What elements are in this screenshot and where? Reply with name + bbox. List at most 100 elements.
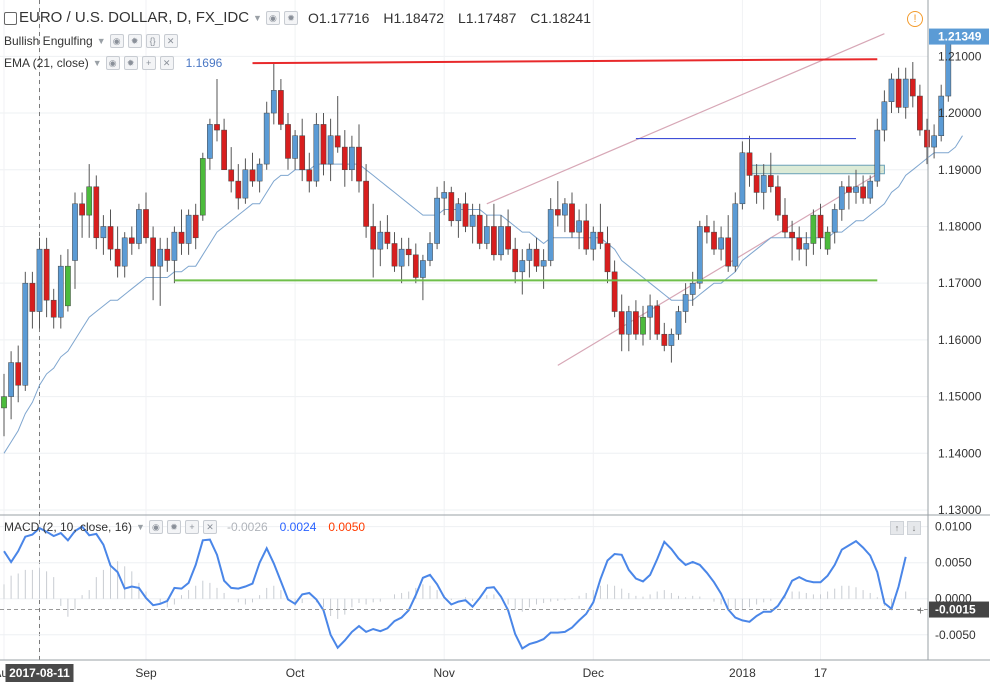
chevron-down-icon[interactable]: ▼	[136, 522, 145, 532]
bullish-engulfing-label[interactable]: Bullish Engulfing	[4, 34, 93, 48]
candle-body	[136, 209, 142, 244]
candle-body	[228, 169, 235, 182]
candle-body	[65, 265, 71, 307]
gear-icon[interactable]: ✹	[166, 520, 181, 534]
time-tick-label: Oct	[286, 666, 305, 680]
candle	[618, 294, 625, 352]
close-icon[interactable]: ✕	[202, 520, 217, 534]
main-pane-grid	[0, 0, 928, 660]
ema-label[interactable]: EMA (21, close)	[4, 56, 89, 70]
macd-current-label: -0.0015	[935, 603, 976, 617]
candle	[327, 118, 334, 182]
candle-body	[391, 243, 398, 267]
candle	[306, 152, 313, 193]
gear-icon[interactable]: ✹	[123, 56, 138, 70]
price-axis-labels: 1.21000 1.20000 1.19000 1.18000 1.17000 1.160…	[917, 28, 989, 642]
candle-body	[583, 220, 590, 250]
candle	[597, 203, 604, 250]
candle	[441, 181, 448, 216]
candle-body	[817, 214, 824, 239]
close-icon[interactable]: ✕	[163, 34, 178, 48]
candle-body	[895, 78, 902, 108]
last-price-box	[929, 28, 989, 45]
candle	[547, 198, 554, 267]
candle	[29, 271, 36, 329]
chevron-down-icon[interactable]: ▼	[253, 12, 262, 23]
candle-body	[491, 226, 497, 256]
candle	[420, 254, 426, 301]
macd-histogram	[3, 561, 907, 619]
candle	[796, 226, 803, 261]
candle-body	[57, 265, 64, 318]
candle-body	[846, 186, 852, 193]
candle-body	[221, 129, 227, 171]
candle	[760, 164, 767, 210]
arrow-up-icon[interactable]: ↑	[890, 521, 904, 535]
candle	[370, 203, 377, 278]
candle	[554, 181, 561, 227]
candle	[72, 192, 78, 289]
candle	[895, 67, 902, 114]
arrow-down-icon[interactable]: ↓	[907, 521, 921, 535]
plus-icon[interactable]: +	[184, 520, 199, 534]
gear-icon[interactable]: ✹	[127, 34, 142, 48]
candle	[128, 226, 135, 255]
price-tick-label: 1.14000	[938, 446, 982, 460]
close-value: C1.18241	[530, 9, 591, 26]
chevron-down-icon[interactable]: ▼	[92, 58, 102, 68]
candle-body	[547, 209, 554, 261]
price-tick-label: 1.15000	[938, 390, 982, 404]
price-tick-label: 1.16000	[938, 333, 982, 347]
candle-body	[36, 248, 43, 312]
candle	[704, 215, 710, 244]
candle	[278, 79, 284, 131]
eye-icon[interactable]: ◉	[265, 10, 280, 25]
chevron-down-icon[interactable]: ▼	[96, 36, 106, 46]
candle	[732, 192, 739, 272]
pane-controls: ↑ ↓	[890, 521, 921, 535]
eye-icon[interactable]: ◉	[109, 34, 124, 48]
candle-body	[263, 112, 270, 165]
candle-body	[100, 226, 107, 239]
support-zone	[749, 164, 885, 175]
candle-body	[668, 333, 675, 346]
gear-icon[interactable]: ✹	[283, 10, 298, 25]
candle-body	[1, 396, 7, 409]
candle-body	[803, 243, 810, 250]
candle	[583, 203, 590, 255]
candle	[157, 237, 164, 306]
candle-body	[377, 231, 384, 250]
candle-body	[22, 282, 29, 386]
close-icon[interactable]: ✕	[159, 56, 174, 70]
candle	[398, 237, 405, 284]
candle-body	[412, 254, 419, 278]
candle	[753, 164, 760, 204]
candle	[491, 203, 497, 261]
plus-icon[interactable]: +	[141, 56, 156, 70]
candle	[746, 135, 753, 187]
candle-body	[242, 169, 249, 199]
candle	[434, 186, 440, 250]
candle	[512, 237, 519, 284]
eye-icon[interactable]: ◉	[148, 520, 163, 534]
candle	[917, 84, 923, 136]
high-value: H1.18472	[383, 9, 445, 26]
candle-body	[718, 237, 724, 250]
candle-body	[789, 231, 795, 239]
eye-icon[interactable]: ◉	[105, 56, 120, 70]
macd-line-value: 0.0024	[279, 520, 317, 534]
exclamation-circle-icon[interactable]: !	[907, 11, 923, 27]
candle-body	[441, 192, 448, 199]
candle	[448, 186, 455, 227]
symbol-title[interactable]: EURO / U.S. DOLLAR, D, FX_IDC	[19, 9, 250, 26]
square-icon[interactable]	[4, 12, 17, 25]
candle	[874, 118, 881, 187]
candle	[846, 175, 852, 210]
candle	[817, 203, 824, 250]
candle-body	[498, 226, 504, 256]
macd-label[interactable]: MACD (2, 10, close, 16)	[4, 520, 133, 534]
candle	[214, 79, 220, 142]
candle	[831, 203, 838, 244]
braces-icon[interactable]: {}	[145, 34, 160, 48]
